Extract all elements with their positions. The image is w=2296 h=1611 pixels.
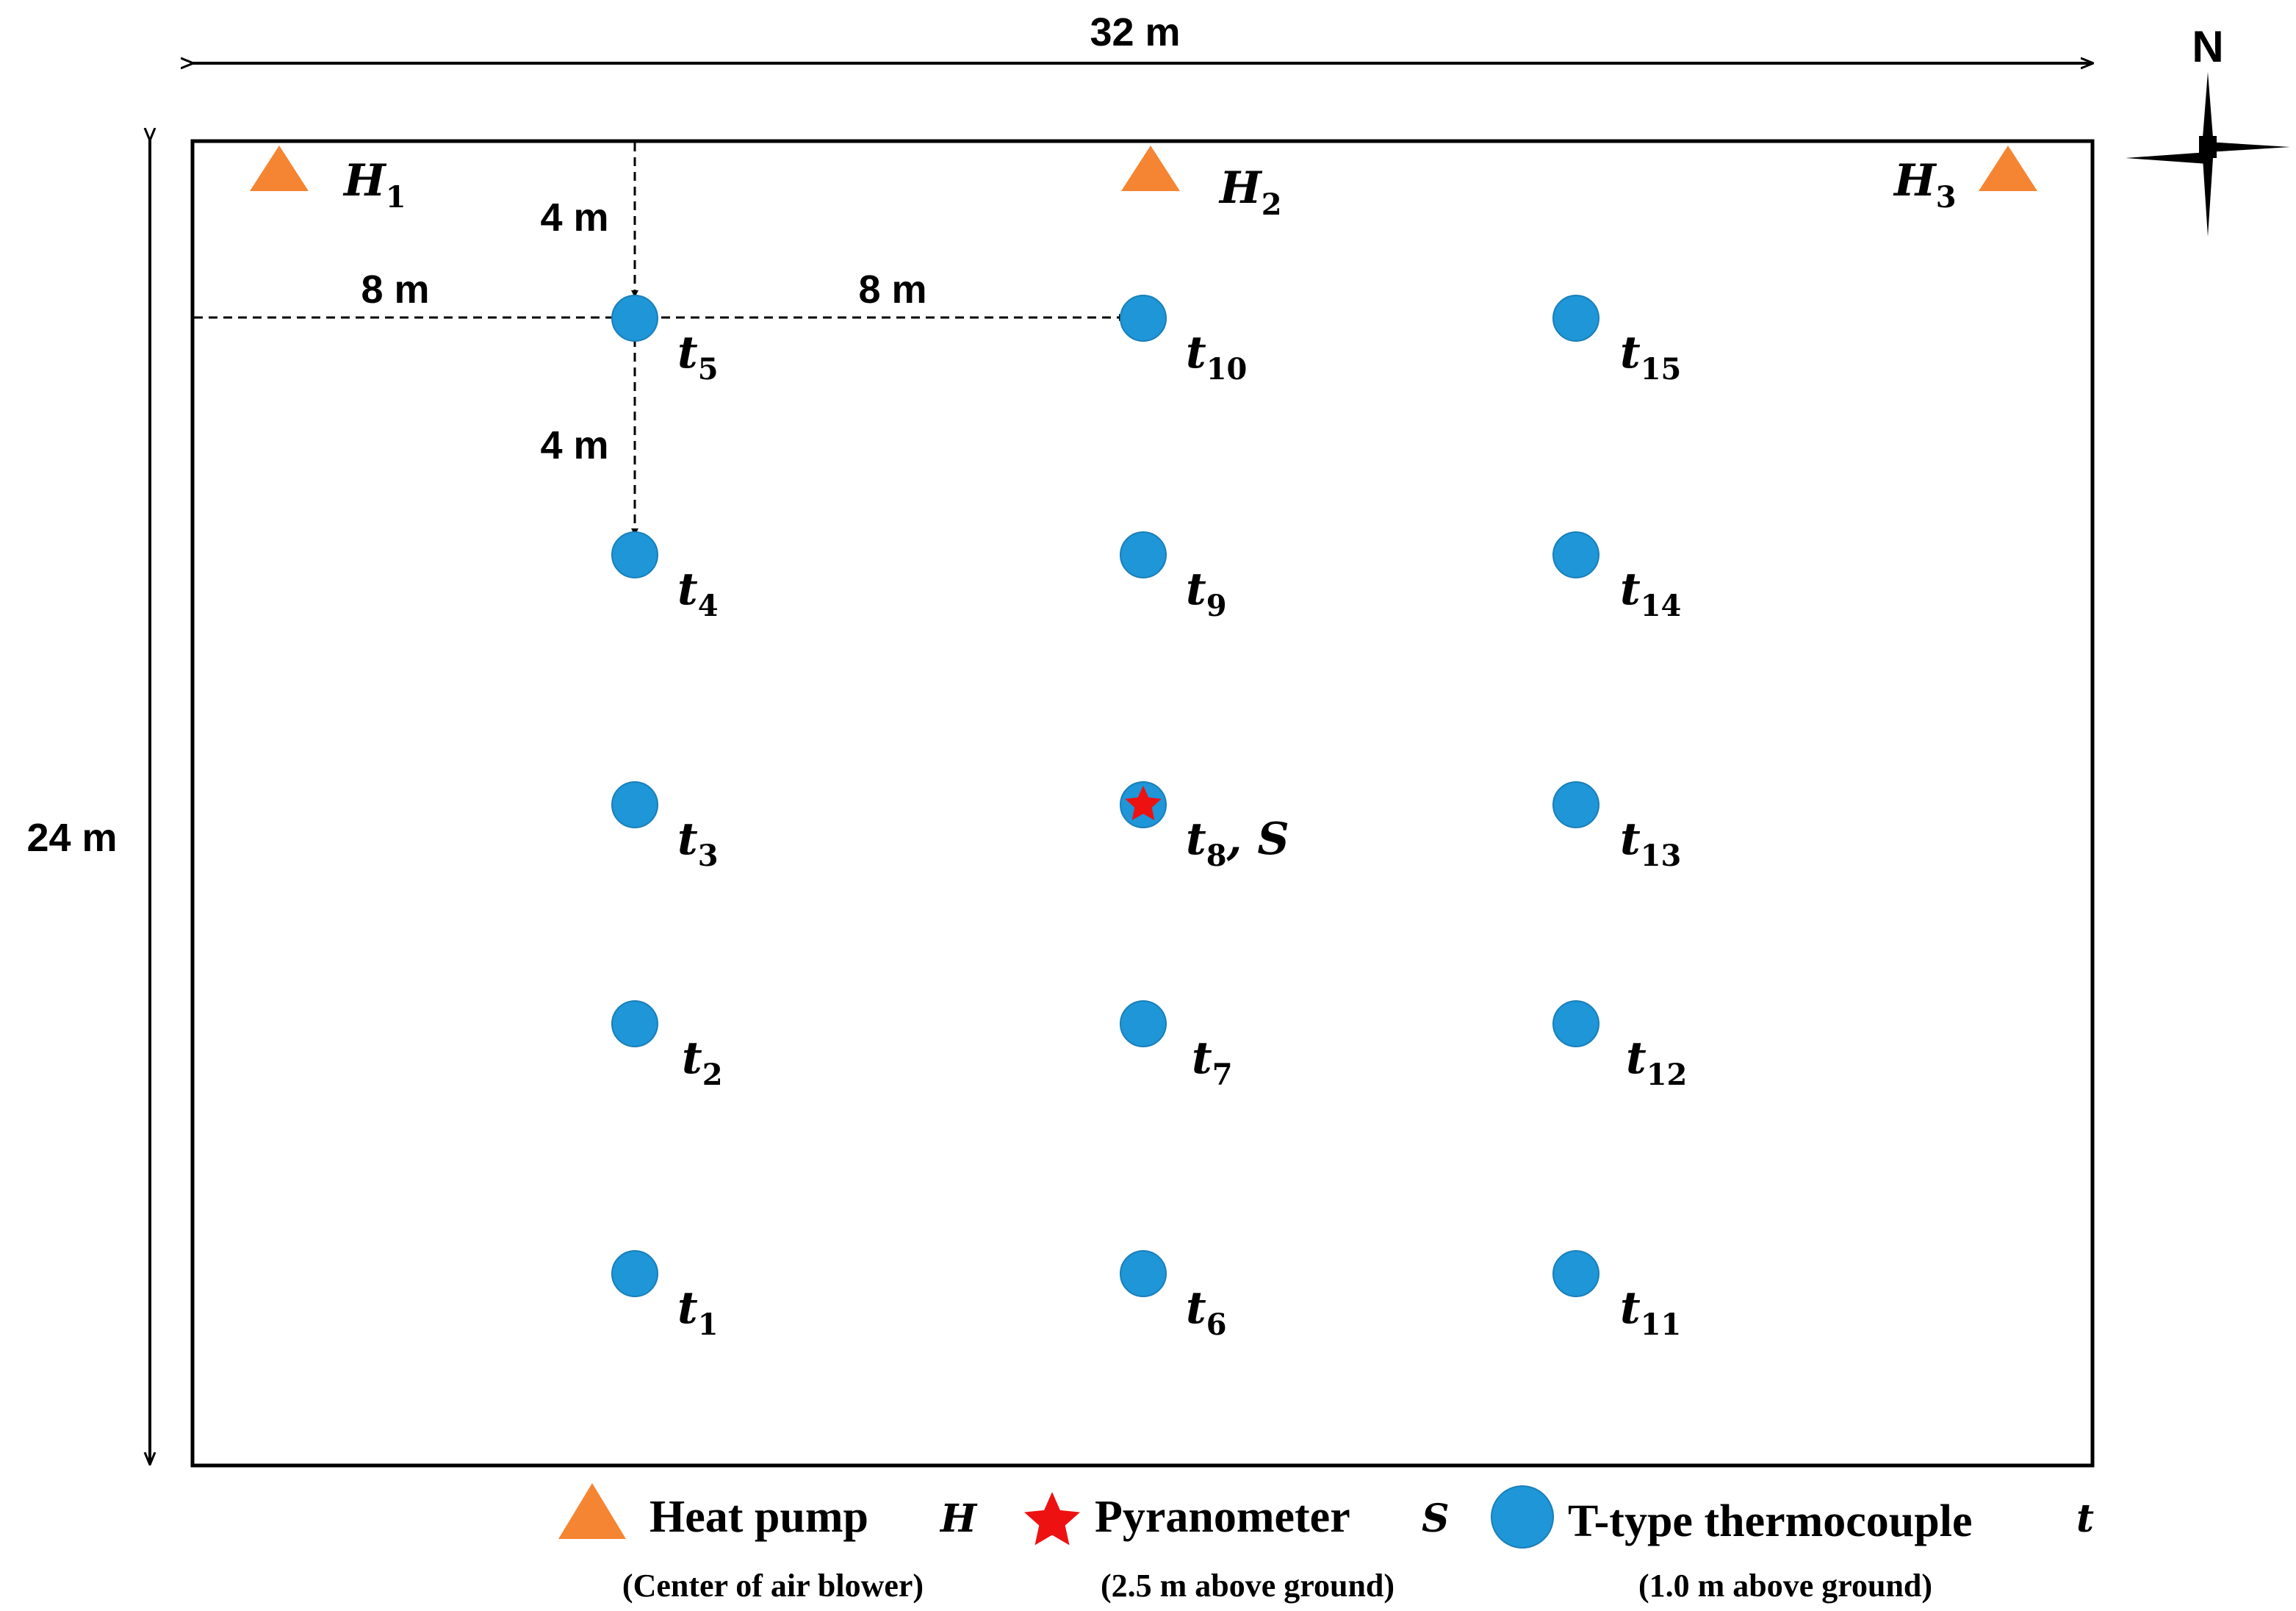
thermocouple-marker xyxy=(1120,295,1167,342)
width-label: 32 m xyxy=(1090,10,1180,54)
heat-pump-label: H2 xyxy=(1218,162,1282,222)
greenhouse-outline xyxy=(190,139,2095,1468)
thermocouple-label: t12 xyxy=(1626,1033,1687,1092)
thermocouple-label: t4 xyxy=(677,564,719,623)
spacing-label-left: 8 m xyxy=(361,268,429,312)
heat-pump-marker xyxy=(1121,146,1180,191)
heat-pump-label: H1 xyxy=(342,155,406,215)
legend-heat-pump-icon xyxy=(558,1483,626,1539)
legend-heat-pump-label: Heat pump xyxy=(649,1492,868,1542)
legend-pyranometer-note: (2.5 m above ground) xyxy=(1101,1568,1394,1604)
heat-pump-marker xyxy=(250,146,309,191)
heat-pump-marker xyxy=(1979,146,2037,191)
legend-heat-pump-note: (Center of air blower) xyxy=(622,1568,924,1604)
thermocouple-marker xyxy=(611,295,658,342)
thermocouple-marker xyxy=(611,1250,658,1297)
thermocouple-label: t13 xyxy=(1620,814,1681,873)
thermocouple-label: t1 xyxy=(677,1282,719,1342)
thermocouple-marker xyxy=(1120,531,1167,578)
legend-thermocouple-symbol: t xyxy=(2076,1496,2094,1541)
legend-thermocouple-label: T-type thermocouple xyxy=(1568,1496,1973,1546)
legend: Heat pump H (Center of air blower) Pyran… xyxy=(558,1483,2094,1604)
thermocouple-marker xyxy=(611,531,658,578)
thermocouple-label: t9 xyxy=(1186,564,1227,623)
thermocouple-marker xyxy=(1552,1000,1599,1047)
heat-pump-label: H3 xyxy=(1893,155,1957,215)
north-label: N xyxy=(2192,22,2223,71)
legend-pyranometer-symbol: S xyxy=(1422,1496,1450,1541)
thermocouple-label: t8, S xyxy=(1186,814,1289,873)
thermocouple-marker xyxy=(1552,295,1599,342)
thermocouple-marker xyxy=(1120,1250,1167,1297)
thermocouple-marker xyxy=(1552,531,1599,578)
thermocouple-label: t2 xyxy=(682,1033,723,1092)
spacing-label-top: 4 m xyxy=(540,195,608,240)
thermocouple-marker xyxy=(611,1000,658,1047)
thermocouple-marker xyxy=(1120,1000,1167,1047)
thermocouple-label: t3 xyxy=(677,814,719,873)
legend-thermocouple-icon xyxy=(1491,1485,1554,1549)
spacing-label-vertical: 4 m xyxy=(540,423,608,467)
spacing-label-between: 8 m xyxy=(858,268,926,312)
legend-pyranometer-label: Pyranometer xyxy=(1095,1492,1350,1542)
thermocouple-label: t5 xyxy=(677,327,719,387)
height-label: 24 m xyxy=(26,816,117,860)
thermocouple-marker xyxy=(1552,1250,1599,1297)
thermocouple-label: t11 xyxy=(1620,1282,1681,1342)
thermocouple-marker xyxy=(1552,781,1599,828)
pyranometer-marker xyxy=(1125,786,1162,820)
thermocouple-marker xyxy=(611,781,658,828)
legend-heat-pump-symbol: H xyxy=(939,1496,978,1541)
legend-pyranometer-icon xyxy=(1024,1492,1080,1546)
thermocouple-label: t15 xyxy=(1620,327,1681,387)
compass-icon xyxy=(2126,72,2290,237)
legend-thermocouple-note: (1.0 m above ground) xyxy=(1638,1568,1932,1604)
thermocouple-label: t14 xyxy=(1620,564,1681,623)
thermocouple-label: t10 xyxy=(1186,327,1247,387)
thermocouple-label: t6 xyxy=(1186,1282,1227,1342)
thermocouple-label: t7 xyxy=(1192,1033,1233,1092)
